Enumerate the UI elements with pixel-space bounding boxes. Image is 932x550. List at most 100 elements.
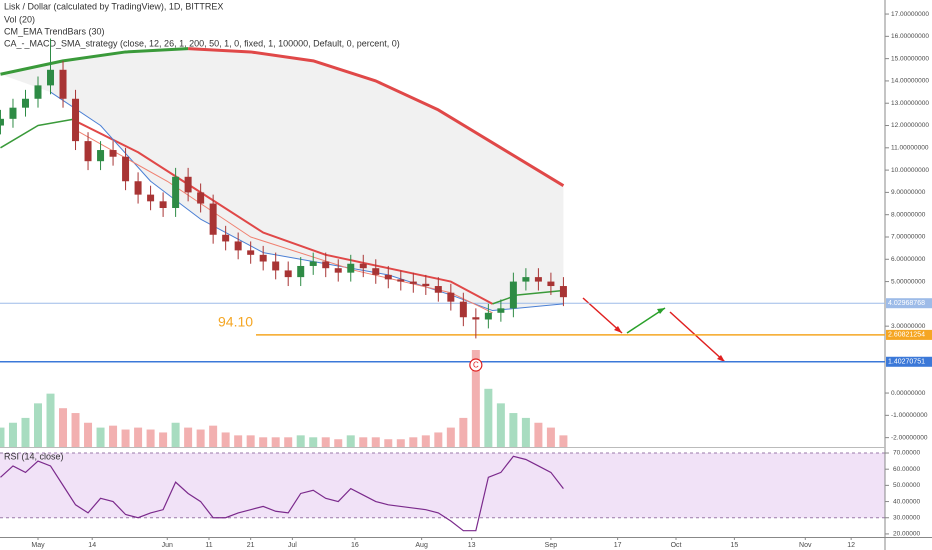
candle-body bbox=[184, 176, 192, 193]
candle-body bbox=[397, 279, 405, 282]
candle-body bbox=[547, 281, 555, 287]
y-tick-label: 0.00000000 bbox=[891, 390, 926, 397]
volume-bar bbox=[484, 388, 493, 447]
arrow bbox=[626, 307, 666, 334]
candle-body bbox=[459, 301, 467, 318]
candle-body bbox=[84, 141, 92, 162]
y-tick-label: 8.00000000 bbox=[891, 211, 926, 218]
candle-body bbox=[222, 234, 230, 242]
x-tick-label: Jun bbox=[162, 542, 173, 549]
candle-body bbox=[497, 308, 505, 313]
y-tick-label: 5.00000000 bbox=[891, 278, 926, 285]
candle-body bbox=[147, 194, 155, 202]
ma-line bbox=[75, 120, 494, 305]
volume-bar bbox=[334, 439, 343, 447]
volume-bar bbox=[246, 435, 255, 447]
volume-bar bbox=[509, 413, 518, 447]
rsi-title: RSI (14, close) bbox=[4, 451, 64, 461]
volume-bar bbox=[559, 435, 568, 447]
candle-body bbox=[509, 281, 517, 309]
volume-bar bbox=[96, 427, 105, 447]
candle-body bbox=[72, 98, 80, 142]
volume-bar bbox=[84, 422, 93, 447]
x-tick-label: 13 bbox=[468, 542, 476, 549]
candle-body bbox=[409, 281, 417, 284]
y-tick-label: 15.00000000 bbox=[891, 55, 929, 62]
volume-bar bbox=[159, 432, 168, 447]
volume-bar bbox=[121, 429, 130, 447]
x-tick-label: Aug bbox=[415, 542, 428, 549]
volume-bar bbox=[459, 417, 468, 447]
y-tick-label: 11.00000000 bbox=[891, 145, 929, 152]
rsi-tick-label: 20.00000 bbox=[893, 531, 920, 538]
y-tick-label: 3.00000000 bbox=[891, 323, 926, 330]
event-marker-label: C bbox=[473, 361, 479, 370]
cloud-fill bbox=[0, 48, 564, 311]
volume-bar bbox=[346, 435, 355, 447]
volume-bar bbox=[521, 417, 530, 447]
volume-bar bbox=[534, 422, 543, 447]
volume-bar bbox=[284, 437, 293, 447]
candle-body bbox=[109, 150, 117, 157]
volume-bar bbox=[321, 437, 330, 447]
candle-body bbox=[447, 292, 455, 302]
candle-body bbox=[172, 176, 180, 209]
event-marker bbox=[469, 358, 483, 372]
x-tick-label: Oct bbox=[671, 542, 682, 549]
rsi-band bbox=[0, 453, 885, 518]
arrow-head bbox=[717, 355, 725, 362]
candle-body bbox=[534, 277, 542, 282]
volume-bar bbox=[71, 413, 80, 447]
volume-bar bbox=[21, 417, 30, 447]
y-tick-label: 9.00000000 bbox=[891, 189, 926, 196]
indicator-label: CM_EMA TrendBars (30) bbox=[4, 26, 105, 36]
candle-body bbox=[347, 263, 355, 273]
x-tick-label: 11 bbox=[205, 542, 212, 549]
volume-bar bbox=[421, 435, 430, 447]
annotation: 94.10 bbox=[218, 314, 253, 330]
volume-bar bbox=[46, 393, 55, 447]
volume-bar bbox=[434, 432, 443, 447]
rsi-tick-label: 60.00000 bbox=[893, 466, 920, 473]
volume-bar bbox=[209, 425, 218, 447]
y-tick-label: 12.00000000 bbox=[891, 122, 929, 129]
candle-body bbox=[234, 241, 242, 251]
candle-body bbox=[209, 203, 217, 235]
candle-body bbox=[59, 69, 67, 99]
candle-body bbox=[0, 118, 4, 126]
volume-bar bbox=[171, 422, 180, 447]
candle-body bbox=[284, 270, 292, 278]
rsi-tick-label: 40.00000 bbox=[893, 498, 920, 505]
volume-bar bbox=[384, 439, 393, 447]
volume-bar bbox=[34, 403, 42, 447]
y-tick-label: 6.00000000 bbox=[891, 256, 926, 263]
volume-bar bbox=[496, 403, 505, 447]
level-badge bbox=[886, 356, 932, 367]
volume-bar bbox=[134, 427, 143, 447]
candle-body bbox=[472, 317, 480, 320]
y-tick-label: 14.00000000 bbox=[891, 78, 929, 85]
volume-bar bbox=[546, 427, 555, 447]
level-badge bbox=[886, 329, 932, 340]
x-tick-label: 15 bbox=[730, 542, 738, 549]
rsi-line bbox=[0, 455, 564, 532]
indicator-label: Vol (20) bbox=[4, 14, 35, 24]
volume-bar bbox=[359, 437, 368, 447]
volume-bar bbox=[259, 437, 268, 447]
x-tick-label: May bbox=[31, 542, 45, 549]
candle-body bbox=[134, 181, 142, 195]
rsi-tick-label: 30.00000 bbox=[893, 514, 920, 521]
volume-bar bbox=[296, 435, 305, 447]
volume-bar bbox=[371, 437, 380, 447]
y-tick-label: -2.00000000 bbox=[891, 434, 928, 441]
candle-body bbox=[159, 201, 167, 209]
x-tick-label: 16 bbox=[351, 542, 359, 549]
volume-bar bbox=[8, 422, 17, 447]
y-tick-label: 17.00000000 bbox=[891, 11, 929, 18]
volume-bar bbox=[309, 437, 318, 447]
volume-bar bbox=[0, 427, 5, 447]
rsi-tick-label: 50.00000 bbox=[893, 482, 920, 489]
x-tick-label: Jul bbox=[288, 542, 297, 549]
candle-body bbox=[9, 107, 17, 119]
